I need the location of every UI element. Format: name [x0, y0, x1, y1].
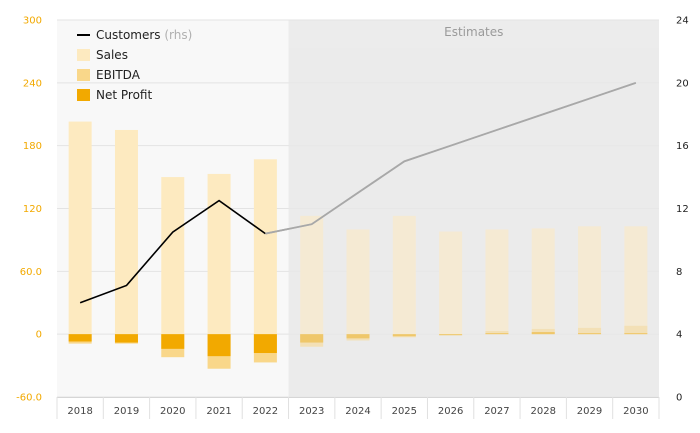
- x-axis: 2018 2019 2020 2021 2022 2023 2024 2025 2026 2027…: [56, 397, 660, 419]
- x-tick-label: 2021: [206, 406, 231, 417]
- net-profit-bar: [392, 334, 416, 337]
- bars: [68, 121, 648, 369]
- net-profit-bar: [346, 334, 370, 339]
- sales-bar: [207, 173, 231, 335]
- right-tick-label: 20: [676, 78, 689, 89]
- right-tick-label: 0: [676, 393, 682, 404]
- sales-bar: [68, 121, 92, 335]
- net-profit-bar: [68, 334, 92, 342]
- left-axis: 300 240 180 120 60.0 0 -60.0: [16, 16, 42, 404]
- sales-bar: [439, 231, 463, 335]
- net-profit-bar: [114, 334, 138, 343]
- right-tick-label: 4: [676, 330, 682, 341]
- left-tick-label: 0: [36, 330, 42, 341]
- net-profit-bar: [624, 333, 648, 335]
- sales-bar: [253, 159, 277, 335]
- sales-bar: [392, 215, 416, 335]
- x-tick-label: 2018: [67, 406, 92, 417]
- sales-bar: [531, 228, 555, 335]
- net-profit-bar: [253, 334, 277, 354]
- left-tick-label: 60.0: [20, 267, 42, 278]
- ebitda-bar: [578, 327, 602, 335]
- estimate-fade: [288, 48, 659, 397]
- sales-bar: [485, 229, 509, 335]
- x-tick-label: 2027: [484, 406, 509, 417]
- x-tick-label: 2026: [438, 406, 463, 417]
- left-tick-label: 300: [23, 16, 42, 27]
- estimate-overlay: [265, 48, 659, 397]
- x-tick-label: 2019: [114, 406, 139, 417]
- x-tick-label: 2023: [299, 406, 324, 417]
- net-profit-bar: [300, 334, 324, 343]
- legend: Customers (rhs) Sales EBITDA Net Profit: [77, 28, 192, 102]
- sales-bar: [161, 177, 185, 335]
- x-tick-label: 2022: [253, 406, 278, 417]
- right-tick-label: 24: [676, 16, 689, 27]
- right-tick-label: 8: [676, 267, 682, 278]
- sales-bar: [624, 226, 648, 335]
- sales-bar: [578, 226, 602, 335]
- right-tick-label: 16: [676, 141, 689, 152]
- legend-swatch: [77, 49, 90, 61]
- legend-label: Net Profit: [96, 88, 152, 102]
- left-tick-label: 240: [23, 78, 42, 89]
- net-profit-bar: [439, 334, 463, 336]
- right-axis: 24 20 16 12 8 4 0: [676, 16, 689, 404]
- net-profit-bar: [207, 334, 231, 357]
- left-tick-label: 180: [23, 141, 42, 152]
- right-tick-label: 12: [676, 204, 689, 215]
- x-tick-label: 2029: [577, 406, 602, 417]
- legend-label: Sales: [96, 48, 128, 62]
- estimates-label: Estimates: [444, 25, 503, 39]
- sales-bar: [114, 129, 138, 335]
- legend-label: EBITDA: [96, 68, 141, 82]
- x-tick-label: 2020: [160, 406, 185, 417]
- left-tick-label: -60.0: [16, 393, 42, 404]
- sales-bar: [346, 229, 370, 335]
- net-profit-bar: [578, 333, 602, 335]
- legend-swatch: [77, 89, 90, 101]
- legend-label: Customers (rhs): [96, 28, 192, 42]
- customers-line-estimate-top: [265, 81, 637, 235]
- left-tick-label: 120: [23, 204, 42, 215]
- x-tick-label: 2025: [392, 406, 417, 417]
- x-tick-label: 2024: [345, 406, 370, 417]
- net-profit-bar: [531, 332, 555, 335]
- net-profit-bar: [485, 333, 509, 335]
- x-tick-label: 2028: [531, 406, 556, 417]
- legend-swatch: [77, 69, 90, 81]
- ebitda-bar: [485, 331, 509, 335]
- legend-sublabel: (rhs): [161, 28, 193, 42]
- customers-line: [79, 199, 266, 304]
- net-profit-bar: [161, 334, 185, 349]
- ebitda-bar: [531, 328, 555, 335]
- x-tick-label: 2030: [623, 406, 648, 417]
- sales-bar: [300, 215, 324, 335]
- ebitda-bar: [624, 325, 648, 335]
